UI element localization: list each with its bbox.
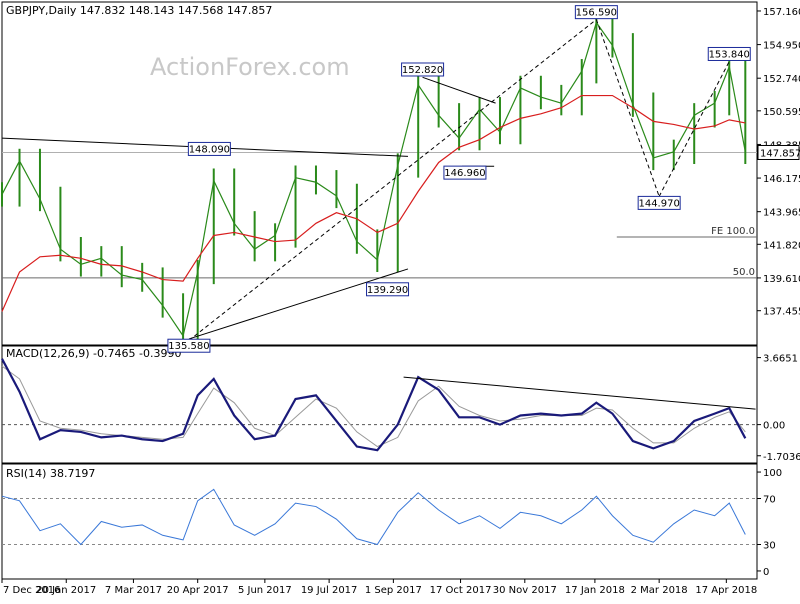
x-tick-label: 30 Nov 2017 — [493, 585, 557, 596]
macd-y-tick-label: 3.6651 — [763, 354, 798, 365]
trendline — [595, 19, 660, 197]
macd-panel: 3.6651 0.00 -1.7036 — [1, 354, 800, 463]
moving-average-line — [1, 94, 746, 312]
x-tick-label: 17 Apr 2018 — [695, 585, 757, 596]
trendline — [188, 268, 409, 340]
x-tick-label: 17 Jan 2018 — [565, 585, 625, 596]
price-annotation-label: 156.590 — [576, 8, 617, 19]
price-annotation-label: 146.960 — [444, 168, 485, 179]
price-annotation-box — [187, 141, 231, 156]
price-annotation-box — [707, 46, 751, 61]
panel-frame-1 — [1, 345, 758, 464]
macd-line — [1, 358, 747, 452]
level-label: FE 100.0 — [711, 226, 755, 237]
price-annotation-label: 144.970 — [638, 198, 679, 209]
x-tick-label: 7 Dec 2016 — [3, 585, 61, 596]
macd-y-tick-label: 0.00 — [763, 421, 785, 432]
x-tick-label: 7 Mar 2017 — [105, 585, 162, 596]
x-tick-label: 1 Sep 2017 — [365, 585, 422, 596]
rsi-title: RSI(14) 38.7197 — [6, 467, 95, 480]
price-y-tick-label: 157.160 — [763, 7, 800, 18]
panel-frame-2 — [1, 463, 758, 580]
rsi-y-tick-label: 0 — [763, 567, 769, 578]
price-annotation-box — [443, 165, 487, 180]
price-annotation-label: 148.090 — [189, 144, 230, 155]
price-series — [1, 10, 747, 349]
current-price-label: 147.857 — [760, 148, 800, 159]
price-annotation-label: 153.840 — [709, 49, 750, 60]
macd-trendline — [403, 376, 756, 410]
price-annotation-label: 152.820 — [402, 65, 443, 76]
macd-signal-line — [1, 365, 746, 448]
level-label: 50.0 — [733, 267, 755, 278]
price-annotation-box — [167, 338, 211, 353]
price-annotation-label: 135.580 — [168, 341, 209, 352]
x-tick-label: 19 Jul 2017 — [301, 585, 358, 596]
price-annotation-box — [637, 195, 681, 210]
panel-frame-0 — [1, 1, 758, 346]
price-annotation-box — [401, 62, 445, 77]
price-line — [1, 21, 746, 338]
price-y-tick-label: 154.950 — [763, 41, 800, 52]
price-y-tick-label: 143.965 — [763, 208, 800, 219]
price-panel: 137.455139.610141.820143.965146.175148.3… — [1, 5, 800, 353]
x-tick-label: 20 Apr 2017 — [167, 585, 229, 596]
symbol-header: GBPJPY,Daily 147.832 148.143 147.568 147… — [6, 4, 272, 17]
current-price-box — [757, 144, 800, 160]
price-annotation-box — [574, 5, 618, 20]
trendline — [658, 61, 730, 197]
watermark: ActionForex.com — [150, 53, 350, 81]
price-y-tick-label: 150.595 — [763, 107, 800, 118]
macd-y-tick-label: -1.7036 — [763, 452, 800, 463]
price-y-tick-label: 146.175 — [763, 174, 800, 185]
panel-frames — [1, 1, 758, 580]
x-tick-label: 20 Jan 2017 — [36, 585, 96, 596]
macd-title: MACD(12,26,9) -0.7465 -0.3990 — [6, 347, 181, 360]
rsi-line — [1, 488, 746, 546]
x-tick-label: 17 Oct 2017 — [430, 585, 492, 596]
rsi-y-tick-label: 30 — [763, 541, 776, 552]
rsi-y-tick-label: 100 — [763, 468, 782, 479]
price-y-tick-label: 152.740 — [763, 74, 800, 85]
trendline — [188, 19, 597, 341]
rsi-y-tick-label: 70 — [763, 495, 776, 506]
price-y-tick-label: 141.820 — [763, 240, 800, 251]
x-tick-label: 5 Jun 2017 — [238, 585, 292, 596]
price-annotation-label: 139.290 — [367, 285, 408, 296]
trendline — [422, 76, 496, 104]
price-annotation-box — [366, 282, 410, 297]
price-y-tick-label: 139.610 — [763, 274, 800, 285]
x-tick-label: 2 Mar 2018 — [631, 585, 688, 596]
rsi-panel: 100 70 30 0 — [1, 468, 782, 578]
price-y-tick-label: 137.455 — [763, 307, 800, 318]
